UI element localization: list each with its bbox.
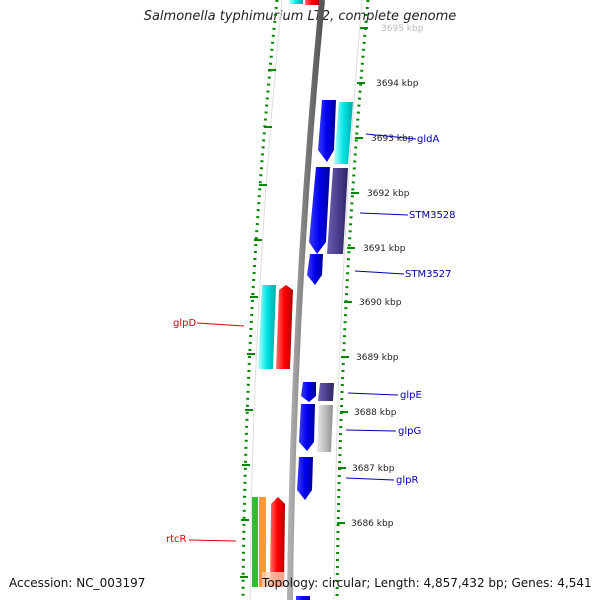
- tick-label: 3687 kbp: [352, 464, 395, 474]
- tick-label: 3690 kbp: [359, 298, 402, 308]
- gene-glpR[interactable]: [297, 457, 313, 500]
- gene-label-STM3528: STM3528: [409, 210, 456, 221]
- gene-feature-bottom[interactable]: [296, 596, 310, 600]
- feature-glpG-grey[interactable]: [317, 405, 333, 452]
- tick-label: 3692 kbp: [367, 189, 410, 199]
- gene-gldA-reverse[interactable]: [318, 100, 336, 162]
- tick-label: 3693 kbp: [371, 134, 414, 144]
- tick-label: 3686 kbp: [351, 519, 394, 529]
- gene-labels: glpD rtcR gldA STM3528 STM3527 glpE glpG…: [166, 134, 456, 545]
- gene-rtcR[interactable]: [270, 497, 285, 587]
- feature-glpE-purple[interactable]: [318, 383, 334, 401]
- gene-glpE-reverse[interactable]: [301, 382, 316, 402]
- gene-label-glpD: glpD: [173, 318, 196, 329]
- genome-stats-text: Topology: circular; Length: 4,857,432 bp…: [262, 576, 592, 590]
- gene-glpG-reverse[interactable]: [299, 404, 315, 451]
- tick-label: 3688 kbp: [354, 408, 397, 418]
- gene-STM3528[interactable]: [309, 167, 330, 254]
- gene-feature[interactable]: [289, 0, 303, 4]
- leader-lines: [188, 133, 417, 542]
- gene-label-glpG: glpG: [398, 426, 421, 437]
- feature-gldA-cyan[interactable]: [334, 102, 353, 164]
- map-title: Salmonella typhimurium LT2, complete gen…: [143, 9, 457, 24]
- gene-STM3527[interactable]: [307, 254, 323, 285]
- feature-glpD-cyan[interactable]: [258, 285, 276, 369]
- gene-label-glpE: glpE: [400, 390, 422, 401]
- gene-label-gldA: gldA: [417, 134, 439, 145]
- outer-ring-left: [241, 0, 279, 600]
- gene-glpD[interactable]: [276, 285, 293, 369]
- inner-guide-2: [333, 0, 363, 600]
- gene-label-glpR: glpR: [396, 475, 418, 486]
- inner-guide-1: [249, 0, 283, 600]
- feature-STM3528-purple[interactable]: [327, 168, 348, 254]
- tick-label: 3691 kbp: [363, 244, 406, 254]
- axis-tick-labels: 3695 kbp 3694 kbp 3693 kbp 3692 kbp 3691…: [351, 24, 424, 529]
- genome-backbone: [287, 0, 325, 600]
- tick-label: 3694 kbp: [376, 79, 419, 89]
- tick-label: 3695 kbp: [381, 24, 424, 34]
- left-major-ticks: [240, 69, 276, 578]
- gene-label-rtcR: rtcR: [166, 534, 187, 545]
- feature-rtcR-green[interactable]: [252, 497, 258, 587]
- accession-text: Accession: NC_003197: [9, 576, 146, 590]
- feature-rtcR-orange[interactable]: [259, 497, 266, 587]
- gene-feature[interactable]: [305, 0, 319, 5]
- feature-rtcR-pale[interactable]: [262, 572, 284, 587]
- tick-label: 3689 kbp: [356, 353, 399, 363]
- right-major-ticks: [337, 27, 368, 524]
- gene-label-STM3527: STM3527: [405, 269, 452, 280]
